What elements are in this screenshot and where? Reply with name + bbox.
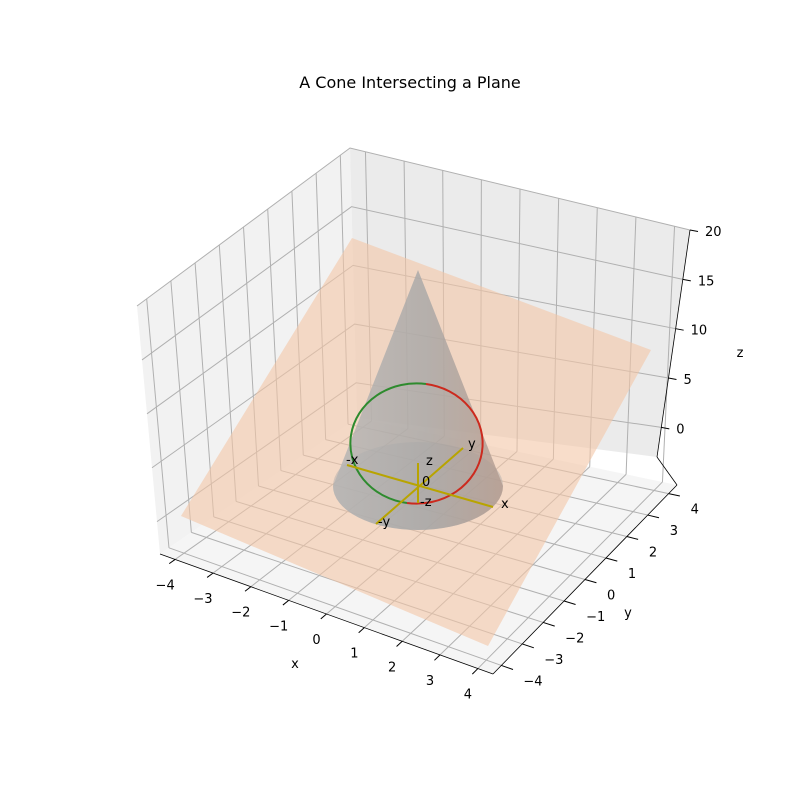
- x-gridline-wall: [661, 226, 676, 482]
- marker-label-origin: 0: [422, 475, 430, 490]
- x-tick-mark: [358, 627, 365, 634]
- y-tick-label: −2: [565, 631, 584, 646]
- x-tick-label: −1: [269, 619, 288, 634]
- y-tick-label: 4: [691, 503, 699, 518]
- z-tick-label: 0: [676, 422, 684, 437]
- x-tick-label: −2: [231, 606, 250, 621]
- z-tick-label: 10: [691, 324, 708, 339]
- x-tick-label: 1: [350, 647, 358, 662]
- intersection-curve-green: [349, 382, 427, 504]
- y-gridline-floor: [168, 547, 502, 666]
- x-tick-label: 4: [464, 688, 472, 703]
- axis-line: [656, 456, 678, 486]
- y-tick-mark: [543, 621, 555, 627]
- y-tick-label: 1: [628, 567, 636, 582]
- marker-label-neg-y: -y: [378, 515, 390, 530]
- marker-label-y: y: [468, 437, 476, 452]
- y-tick-mark: [584, 579, 597, 584]
- y-tick-label: −1: [586, 610, 605, 625]
- z-gridline: [136, 147, 691, 307]
- intersection-curve-red: [406, 383, 484, 505]
- z-axis-label: z: [737, 346, 744, 361]
- x-tick-mark: [206, 572, 214, 578]
- x-tick-mark: [396, 640, 403, 647]
- x-tick-mark: [168, 559, 176, 565]
- z-tick-mark: [682, 278, 691, 282]
- y-tick-label: 0: [607, 589, 615, 604]
- x-tick-mark: [244, 586, 252, 592]
- z-tick-label: 20: [705, 225, 722, 240]
- cone-surface: [333, 270, 503, 530]
- x-tick-label: −4: [156, 578, 175, 593]
- x-tick-mark: [320, 613, 327, 620]
- axis-line: [656, 229, 691, 458]
- y-tick-mark: [647, 514, 660, 519]
- y-tick-mark: [563, 600, 576, 605]
- y-axis-label: y: [624, 606, 632, 621]
- z-tick-mark: [689, 229, 699, 232]
- y-tick-label: −4: [523, 674, 542, 689]
- marker-label-x: x: [501, 497, 509, 512]
- y-tick-mark: [522, 643, 535, 649]
- x-tick-label: 2: [388, 660, 396, 675]
- z-tick-mark: [661, 426, 670, 430]
- y-tick-mark: [626, 536, 639, 540]
- x-tick-label: 0: [312, 633, 320, 648]
- x-tick-mark: [471, 668, 479, 675]
- y-gridline-wall: [146, 298, 170, 548]
- axis-markers: x -x y -y z -z 0: [346, 437, 509, 530]
- x-tick-mark: [282, 599, 289, 606]
- z-tick-mark: [668, 377, 677, 381]
- y-axis-marker: [375, 447, 464, 525]
- y-tick-label: 3: [670, 524, 678, 539]
- y-tick-mark: [605, 557, 618, 562]
- y-tick-mark: [668, 493, 680, 497]
- x-tick-label: 3: [426, 674, 434, 689]
- y-tick-mark: [501, 664, 514, 670]
- z-tick-mark: [675, 328, 684, 331]
- x-tick-mark: [434, 654, 441, 661]
- y-gridline-wall: [170, 280, 192, 533]
- chart-title: A Cone Intersecting a Plane: [299, 73, 520, 92]
- marker-label-neg-z: -z: [420, 495, 432, 510]
- z-tick-label: 15: [698, 274, 715, 289]
- y-tick-label: 2: [649, 546, 657, 561]
- x-tick-label: −3: [193, 592, 212, 607]
- y-tick-label: −3: [544, 653, 563, 668]
- z-gridline: [141, 206, 683, 361]
- z-tick-label: 5: [683, 373, 691, 388]
- marker-label-z: z: [426, 454, 433, 469]
- x-axis-label: x: [291, 657, 299, 672]
- marker-label-neg-x: -x: [346, 453, 359, 468]
